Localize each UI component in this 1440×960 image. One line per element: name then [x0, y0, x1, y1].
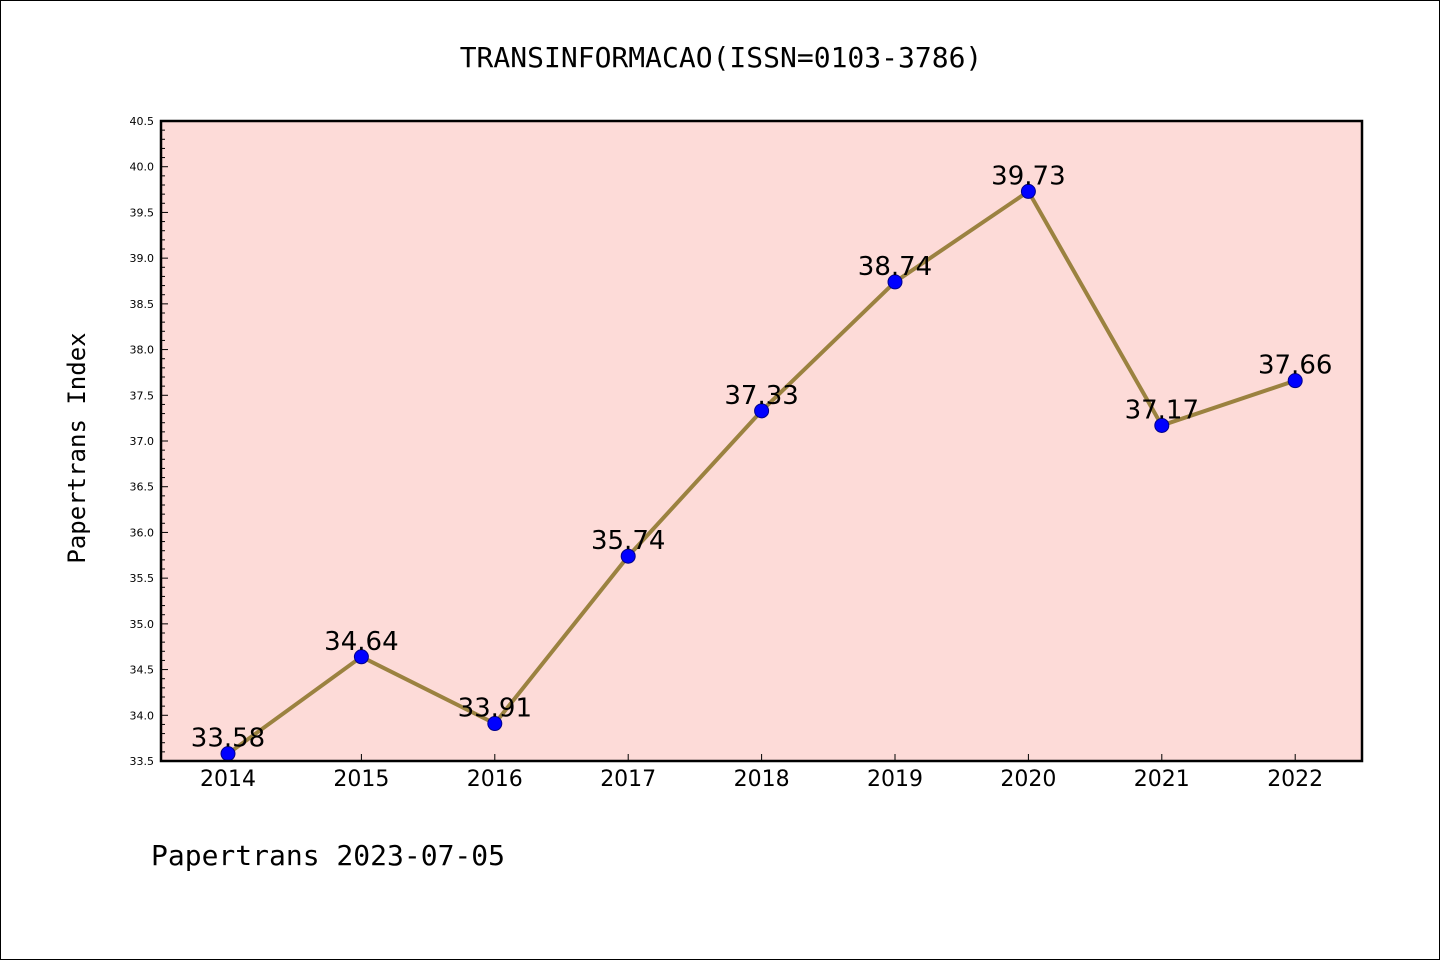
y-tick-label: 35.5	[130, 572, 155, 585]
y-tick-label: 36.5	[130, 481, 155, 494]
y-tick-label: 38.5	[130, 298, 155, 311]
data-markers	[220, 183, 1303, 762]
data-point-label: 34.64	[324, 627, 398, 657]
data-point-marker	[754, 403, 770, 419]
axis-ticks: 33.5 34.0 34.5 35.0 35.5 36.0 36.5 37.0 37.5 38.0…	[130, 115, 1324, 792]
y-tick-label: 40.0	[130, 161, 155, 174]
data-point-marker	[887, 274, 903, 290]
data-point-marker	[1020, 183, 1036, 199]
data-point-label: 38.74	[858, 252, 932, 282]
y-tick-label: 37.0	[130, 435, 155, 448]
chart-title: TRANSINFORMACAO(ISSN=0103-3786)	[460, 41, 983, 74]
data-point-marker	[353, 649, 369, 665]
x-tick-label: 2017	[600, 767, 656, 792]
data-labels: 33.58 34.64 33.91 35.74 37.33 38.74 39.73 37.17…	[191, 161, 1333, 753]
y-tick-label: 36.0	[130, 526, 155, 539]
data-point-marker	[1287, 373, 1303, 389]
x-tick-label: 2021	[1134, 767, 1190, 792]
y-tick-label: 34.5	[130, 664, 155, 677]
y-tick-label: 40.5	[130, 115, 155, 128]
y-tick-label: 39.0	[130, 252, 155, 265]
footer-text: Papertrans 2023-07-05	[151, 839, 505, 872]
y-tick-label: 34.0	[130, 709, 155, 722]
data-point-marker	[1154, 417, 1170, 433]
data-point-label: 37.33	[724, 381, 798, 411]
y-tick-label: 38.0	[130, 344, 155, 357]
x-tick-label: 2014	[200, 767, 256, 792]
data-point-label: 39.73	[991, 161, 1065, 191]
x-tick-label: 2019	[867, 767, 923, 792]
plot-border	[159, 119, 1364, 763]
x-tick-label: 2018	[734, 767, 790, 792]
x-tick-label: 2020	[1000, 767, 1056, 792]
x-tick-label: 2015	[333, 767, 389, 792]
data-point-marker	[487, 716, 503, 732]
data-point-label: 37.17	[1125, 395, 1199, 425]
y-tick-label: 39.5	[130, 206, 155, 219]
y-tick-label: 35.0	[130, 618, 155, 631]
data-point-label: 37.66	[1258, 351, 1332, 381]
y-tick-label: 37.5	[130, 389, 155, 402]
data-point-label: 33.91	[458, 694, 532, 724]
x-tick-label: 2016	[467, 767, 523, 792]
plot-area	[161, 121, 1362, 761]
x-tick-label: 2022	[1267, 767, 1323, 792]
data-point-label: 33.58	[191, 724, 265, 754]
y-axis-label: Papertrans Index	[63, 332, 91, 563]
y-tick-label: 33.5	[130, 755, 155, 768]
data-point-label: 35.74	[591, 526, 665, 556]
data-point-marker	[620, 548, 636, 564]
